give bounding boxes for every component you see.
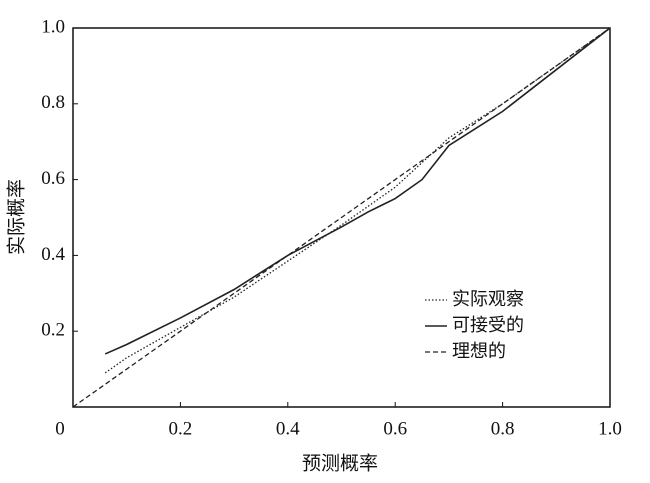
- x-tick-label: 0.6: [383, 418, 407, 439]
- series-line: [72, 27, 611, 408]
- y-tick-label: 0.8: [41, 92, 65, 113]
- y-tick-label: 0.2: [41, 320, 65, 341]
- y-tick-label: 0.6: [41, 168, 65, 189]
- series-line: [104, 27, 611, 355]
- x-tick-label: 0.4: [276, 418, 300, 439]
- y-tick-label: 1.0: [41, 16, 65, 37]
- legend-label: 实际观察: [452, 289, 524, 310]
- legend-label: 可接受的: [452, 315, 524, 336]
- plot-frame: [72, 27, 611, 408]
- x-tick-label: 1.0: [598, 418, 622, 439]
- x-tick-label: 0.8: [491, 418, 515, 439]
- series-line: [104, 27, 611, 374]
- x-tick-label: 0.2: [169, 418, 193, 439]
- y-axis-label: 实际概率: [5, 179, 27, 255]
- legend-label: 理想的: [452, 341, 506, 362]
- x-tick-label: 0: [55, 418, 65, 439]
- x-axis-label: 预测概率: [302, 452, 378, 474]
- y-tick-label: 0.4: [41, 244, 65, 265]
